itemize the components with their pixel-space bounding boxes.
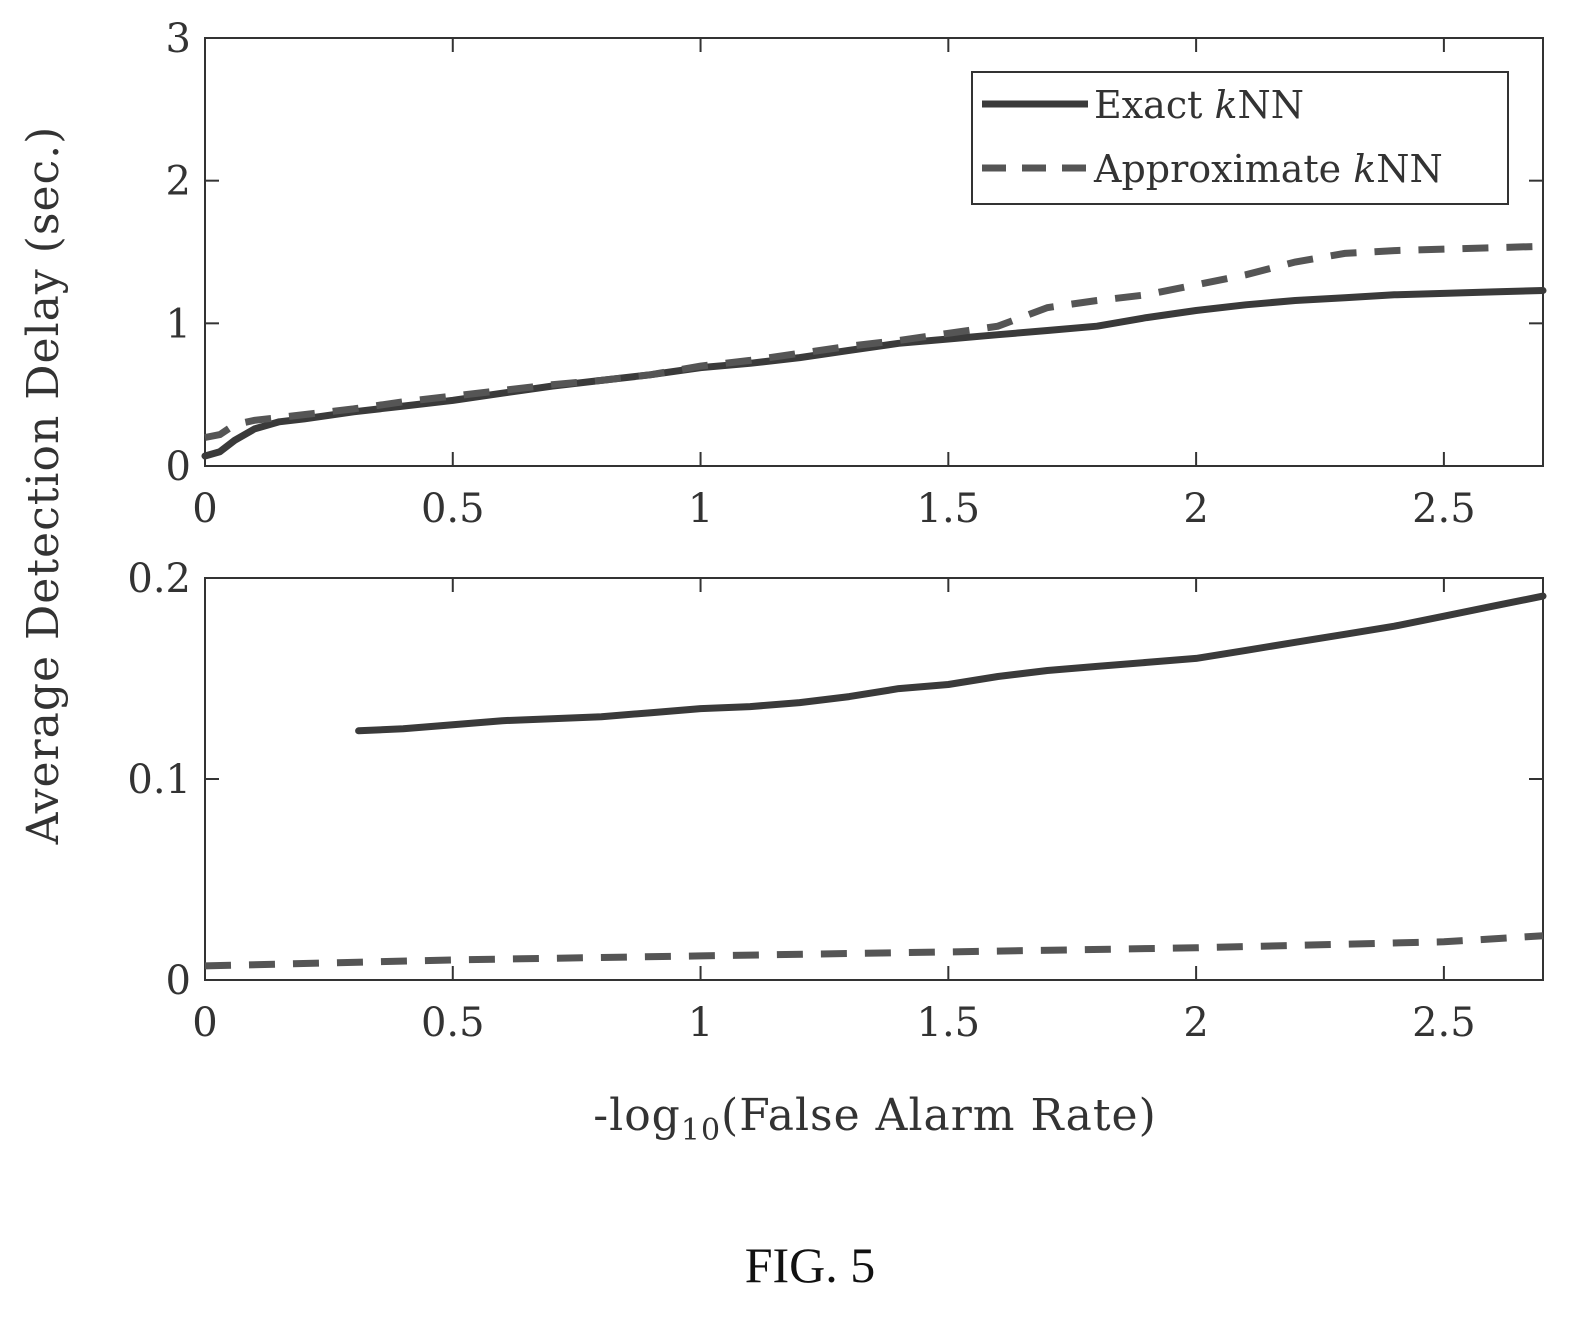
bottom-x-tick-label: 0.5 — [421, 1000, 485, 1046]
legend: Exact kNN Approximate kNN — [971, 71, 1509, 205]
legend-approx-prefix: Approximate — [1093, 147, 1353, 191]
top-x-tick-label: 2 — [1183, 486, 1208, 532]
bottom-series-exact-knn — [355, 592, 1547, 735]
bottom-plot-lines — [204, 592, 1547, 970]
top-y-tick-label: 2 — [166, 159, 191, 205]
top-series-approximate-knn — [204, 242, 1544, 441]
legend-exact-prefix: Exact — [1094, 83, 1214, 127]
top-series-exact-knn — [201, 287, 1547, 460]
x-axis-label-prefix: -log — [593, 1090, 681, 1141]
legend-approx-suffix: NN — [1376, 147, 1443, 191]
legend-exact-k: k — [1214, 83, 1237, 127]
top-plot-ticks: 0 0.5 1 1.5 2 2.5 0 1 2 3 — [166, 16, 1543, 532]
bottom-plot-frame — [204, 577, 1544, 981]
bottom-plot: 0 0.5 1 1.5 2 2.5 0 0.1 0.2 — [127, 556, 1547, 1046]
top-x-tick-label: 1 — [688, 486, 713, 532]
top-y-tick-label: 0 — [166, 444, 191, 490]
top-plot-lines — [201, 242, 1547, 460]
legend-label-approx: Approximate kNN — [1093, 147, 1443, 191]
top-x-tick-label: 2.5 — [1412, 486, 1476, 532]
top-x-tick-label: 0 — [192, 486, 217, 532]
bottom-y-tick-label: 0.2 — [127, 556, 191, 602]
bottom-y-tick-label: 0.1 — [127, 757, 191, 803]
top-plot-frame — [204, 37, 1544, 467]
bottom-x-tick-label: 1 — [688, 1000, 713, 1046]
legend-exact-suffix: NN — [1238, 83, 1305, 127]
bottom-x-tick-label: 2 — [1183, 1000, 1208, 1046]
bottom-series-approximate-knn — [204, 932, 1544, 970]
legend-approx-k: k — [1353, 147, 1376, 191]
bottom-plot-ticks: 0 0.5 1 1.5 2 2.5 0 0.1 0.2 — [127, 556, 1543, 1046]
x-axis-label: -log10(False Alarm Rate) — [593, 1090, 1157, 1148]
bottom-x-tick-label: 1.5 — [917, 1000, 981, 1046]
legend-label-exact: Exact kNN — [1094, 83, 1304, 127]
bottom-x-tick-label: 0 — [192, 1000, 217, 1046]
top-x-tick-label: 1.5 — [917, 486, 981, 532]
x-axis-label-subscript: 10 — [681, 1113, 721, 1148]
bottom-y-tick-label: 0 — [166, 958, 191, 1004]
top-x-tick-label: 0.5 — [421, 486, 485, 532]
figure-caption: FIG. 5 — [745, 1237, 876, 1293]
top-y-tick-label: 1 — [166, 301, 191, 347]
x-axis-label-suffix: (False Alarm Rate) — [721, 1090, 1157, 1141]
top-y-tick-label: 3 — [166, 16, 191, 62]
legend-box — [971, 71, 1509, 205]
bottom-x-tick-label: 2.5 — [1412, 1000, 1476, 1046]
y-axis-label: Average Detection Delay (sec.) — [18, 126, 69, 846]
